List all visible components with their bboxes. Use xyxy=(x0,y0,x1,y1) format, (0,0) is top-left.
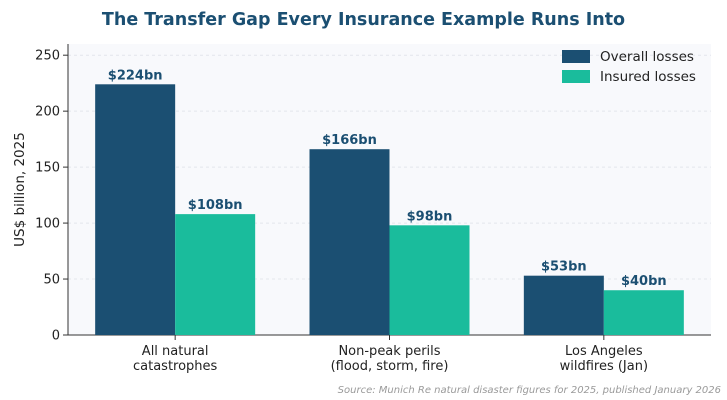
y-tick-label: 200 xyxy=(35,105,60,120)
bar-value-label: $53bn xyxy=(541,260,587,275)
y-tick-label: 100 xyxy=(35,217,60,232)
y-tick-label: 50 xyxy=(43,273,60,288)
x-tick-label: Non-peak perils xyxy=(338,344,440,359)
bar-value-label: $108bn xyxy=(188,198,243,213)
bar-value-label: $166bn xyxy=(322,133,377,148)
legend-swatch xyxy=(562,70,590,83)
bar xyxy=(175,214,256,335)
bar xyxy=(603,290,684,335)
bar xyxy=(309,149,390,335)
chart-title: The Transfer Gap Every Insurance Example… xyxy=(101,10,626,30)
x-tick-label: wildfires (Jan) xyxy=(560,359,648,374)
bar xyxy=(95,84,176,336)
source-note: Source: Munich Re natural disaster figur… xyxy=(337,385,721,396)
x-tick-label: (flood, storm, fire) xyxy=(331,359,449,374)
legend-label: Insured losses xyxy=(600,69,696,85)
y-tick-label: 250 xyxy=(35,49,60,64)
legend-swatch xyxy=(562,50,590,63)
x-tick-label: Los Angeles xyxy=(565,344,643,359)
y-tick-label: 150 xyxy=(35,161,60,176)
legend-label: Overall losses xyxy=(600,49,694,65)
x-tick-label: All natural xyxy=(142,344,209,359)
bar xyxy=(389,225,470,335)
bar-value-label: $98bn xyxy=(407,209,453,224)
bar xyxy=(523,275,604,335)
y-axis-title: US$ billion, 2025 xyxy=(12,132,28,247)
x-tick-label: catastrophes xyxy=(133,359,218,374)
bar-value-label: $224bn xyxy=(108,68,163,83)
y-tick-label: 0 xyxy=(52,329,60,344)
bar-value-label: $40bn xyxy=(621,274,667,289)
